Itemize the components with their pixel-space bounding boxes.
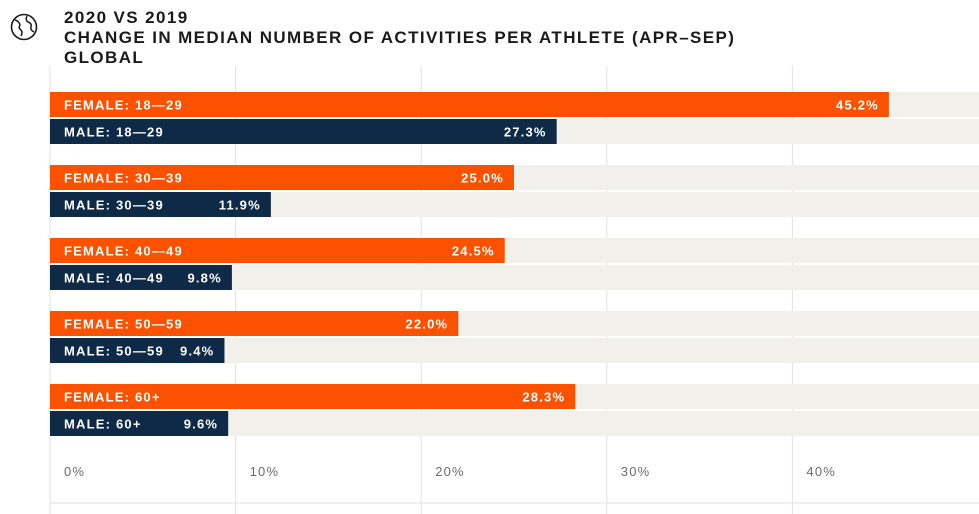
bar bbox=[50, 411, 229, 436]
category-label: FEMALE: 18—29 bbox=[64, 98, 183, 113]
value-label: 27.3% bbox=[504, 125, 547, 140]
value-label: 28.3% bbox=[522, 390, 565, 405]
category-label: FEMALE: 40—49 bbox=[64, 244, 183, 259]
chart-title: 2020 VS 2019 bbox=[64, 8, 189, 27]
globe-icon bbox=[10, 13, 38, 41]
chart-subtitle: CHANGE IN MEDIAN NUMBER OF ACTIVITIES PE… bbox=[64, 28, 736, 47]
x-tick-label: 40% bbox=[806, 464, 836, 479]
value-label: 9.4% bbox=[180, 344, 214, 359]
bar bbox=[50, 92, 889, 117]
category-label: MALE: 60+ bbox=[64, 417, 142, 432]
value-label: 45.2% bbox=[836, 98, 879, 113]
bar bbox=[50, 119, 557, 144]
category-label: MALE: 18—29 bbox=[64, 125, 164, 140]
bar bbox=[50, 384, 576, 409]
bar bbox=[50, 165, 514, 190]
category-label: FEMALE: 50—59 bbox=[64, 317, 183, 332]
value-label: 24.5% bbox=[452, 244, 495, 259]
bar bbox=[50, 192, 271, 217]
value-label: 25.0% bbox=[461, 171, 504, 186]
value-label: 11.9% bbox=[219, 198, 261, 213]
value-label: 22.0% bbox=[405, 317, 448, 332]
category-label: FEMALE: 60+ bbox=[64, 390, 161, 405]
category-label: MALE: 50—59 bbox=[64, 344, 164, 359]
chart-header: 2020 VS 2019 CHANGE IN MEDIAN NUMBER OF … bbox=[64, 8, 735, 68]
category-label: MALE: 40—49 bbox=[64, 271, 164, 286]
x-tick-label: 20% bbox=[435, 464, 465, 479]
bar bbox=[50, 265, 232, 290]
chart-region: GLOBAL bbox=[64, 48, 145, 67]
value-label: 9.6% bbox=[184, 417, 218, 432]
x-tick-label: 0% bbox=[64, 464, 85, 479]
category-label: FEMALE: 30—39 bbox=[64, 171, 183, 186]
bar bbox=[50, 338, 225, 363]
bar bbox=[50, 238, 505, 263]
category-label: MALE: 30—39 bbox=[64, 198, 164, 213]
x-tick-label: 30% bbox=[621, 464, 651, 479]
x-tick-label: 10% bbox=[250, 464, 280, 479]
bar bbox=[50, 311, 459, 336]
value-label: 9.8% bbox=[187, 271, 221, 286]
